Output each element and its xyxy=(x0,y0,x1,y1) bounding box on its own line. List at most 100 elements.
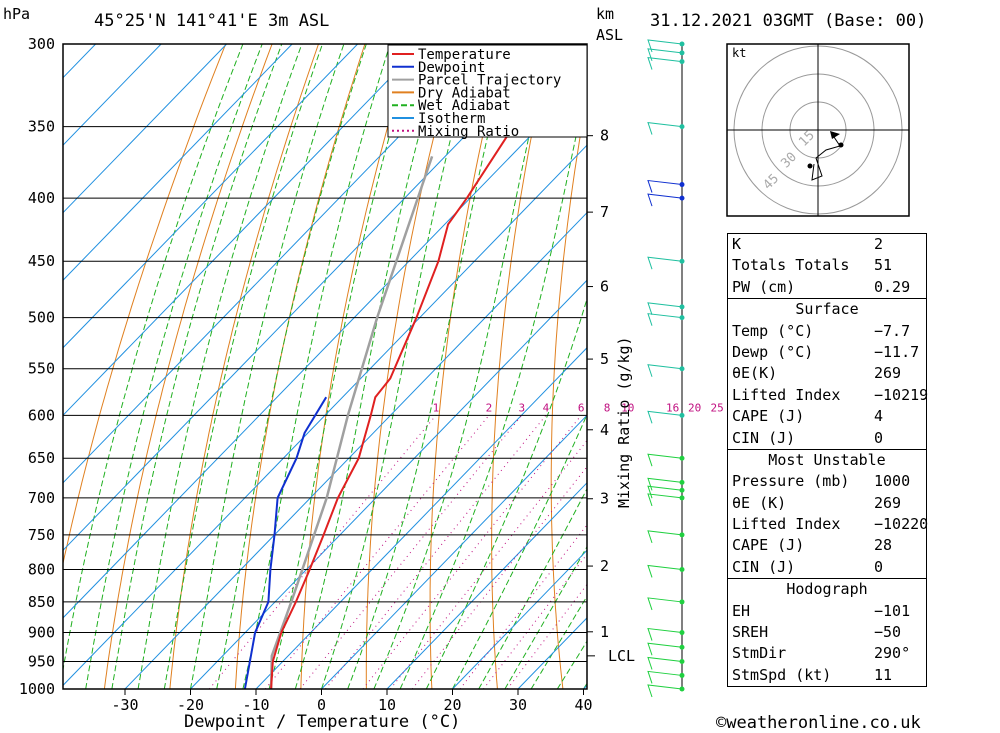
info-row-label: CAPE (J) xyxy=(732,407,805,426)
wet-adiabat xyxy=(373,44,551,689)
pressure-tick-label: 800 xyxy=(28,560,55,578)
mixing-ratio-value: 25 xyxy=(710,401,723,414)
pressure-tick-label: 850 xyxy=(28,593,55,611)
info-row: SREH −50 xyxy=(728,622,926,643)
mixing-ratio-line xyxy=(390,439,587,689)
most-unstable-title: Most Unstable xyxy=(768,450,886,469)
wet-adiabat xyxy=(63,44,244,673)
pressure-tick-label: 300 xyxy=(28,35,55,53)
km-tick-label: 8 xyxy=(600,127,609,145)
wind-barb xyxy=(647,493,683,507)
legend-entry: Dry Adiabat xyxy=(418,85,511,101)
x-tick-label: 30 xyxy=(509,696,527,714)
isotherm xyxy=(190,279,587,689)
wind-barb xyxy=(647,656,683,670)
x-tick-label: 20 xyxy=(443,696,461,714)
mixing-ratio-line xyxy=(362,414,582,689)
isotherm xyxy=(0,44,30,689)
wind-barb xyxy=(647,642,683,656)
dry-adiabat xyxy=(921,44,1000,689)
hodograph-point xyxy=(838,142,844,148)
hodograph-point xyxy=(807,163,813,169)
wind-barb xyxy=(647,627,683,641)
wind-barb xyxy=(647,684,683,698)
info-row-label: Totals Totals xyxy=(732,256,850,275)
wet-adiabat xyxy=(85,44,263,689)
info-panel: K 2 Totals Totals 51 PW (cm) 0.29 Surface Tem… xyxy=(727,233,929,688)
surface-title: Surface xyxy=(795,300,859,319)
pressure-tick-label: 900 xyxy=(28,624,55,642)
mixing-ratio-value: 20 xyxy=(688,401,701,414)
legend-entry: Temperature xyxy=(418,47,511,63)
wind-barb xyxy=(647,410,683,424)
info-row-label: StmSpd (kt) xyxy=(732,665,832,684)
wind-barb xyxy=(647,564,683,578)
isotherm xyxy=(63,44,162,146)
info-row: Dewp (°C) −11.7 xyxy=(728,342,926,363)
datetime-title: 31.12.2021 03GMT (Base: 00) xyxy=(650,11,926,31)
info-row-label: Dewp (°C) xyxy=(732,342,814,361)
info-row-value: 0 xyxy=(874,557,884,576)
mixing-ratio-value: 1 xyxy=(433,401,440,414)
km-tick-label: 2 xyxy=(600,557,609,575)
km-tick-label: 4 xyxy=(600,421,609,439)
wind-barb xyxy=(647,453,683,467)
wind-barb xyxy=(647,48,683,62)
info-row-value: 28 xyxy=(874,536,893,555)
isotherm xyxy=(63,44,555,552)
isotherm xyxy=(63,76,587,619)
isotherm xyxy=(63,44,359,349)
isotherm xyxy=(452,549,587,689)
wind-barb xyxy=(647,313,683,326)
info-row: θE (K) 269 xyxy=(728,493,926,514)
mixing-ratio-value: 8 xyxy=(604,401,611,414)
info-row-label: CAPE (J) xyxy=(732,536,805,555)
indices-box: K 2 Totals Totals 51 PW (cm) 0.29 xyxy=(727,233,927,300)
info-row-label: Lifted Index xyxy=(732,385,841,404)
km-tick-label: 7 xyxy=(600,203,609,221)
wind-barb xyxy=(647,597,683,611)
pressure-tick-label: 700 xyxy=(28,489,55,507)
storm-motion-arrow xyxy=(830,131,840,139)
mixing-ratio-value: 3 xyxy=(518,401,525,414)
dry-adiabat xyxy=(429,44,505,689)
wet-adiabat xyxy=(530,595,587,689)
isotherm xyxy=(255,347,587,689)
legend-entry: Parcel Trajectory xyxy=(418,73,561,89)
isotherm xyxy=(63,44,293,281)
info-row-label: Lifted Index xyxy=(732,515,841,534)
km-tick-label: 3 xyxy=(600,490,609,508)
wind-barb xyxy=(647,364,683,377)
info-row-label: EH xyxy=(732,601,751,620)
info-row-label: K xyxy=(732,235,742,253)
plot-frame xyxy=(62,43,588,690)
info-row-label: PW (cm) xyxy=(732,277,796,296)
info-row-value: 4 xyxy=(874,407,884,426)
pressure-tick-label: 350 xyxy=(28,118,55,136)
wind-barb xyxy=(647,56,683,70)
wind-level-marker xyxy=(679,59,685,65)
temperature-curve xyxy=(270,44,578,689)
info-row: Temp (°C) −7.7 xyxy=(728,321,926,342)
info-row: CIN (J) 0 xyxy=(728,557,926,578)
isotherm xyxy=(386,482,587,689)
legend-entry: Isotherm xyxy=(418,111,485,127)
mixing-ratio-line xyxy=(264,414,490,689)
info-row-value: −10220 xyxy=(874,515,929,534)
x-axis-label: Dewpoint / Temperature (°C) xyxy=(184,712,460,732)
asl-label: ASL xyxy=(596,26,623,44)
info-row-value: −11.7 xyxy=(874,342,920,361)
dry-adiabat xyxy=(665,44,694,689)
wet-adiabat xyxy=(478,487,587,689)
wet-adiabat xyxy=(504,545,587,689)
mixing-ratio-value: 10 xyxy=(621,401,634,414)
mixing-ratio-value: 4 xyxy=(543,401,550,414)
wind-barb xyxy=(647,193,683,207)
info-row: Lifted Index −10220 xyxy=(728,514,929,535)
surface-box: Surface Temp (°C) −7.7 Dewp (°C) −11.7 θE(K)… xyxy=(727,298,928,450)
x-tick-label: 40 xyxy=(574,696,592,714)
info-row: Pressure (mb) 1000 xyxy=(728,471,926,492)
mixing-ratio-value: 2 xyxy=(486,401,493,414)
km-label: km xyxy=(596,5,614,23)
